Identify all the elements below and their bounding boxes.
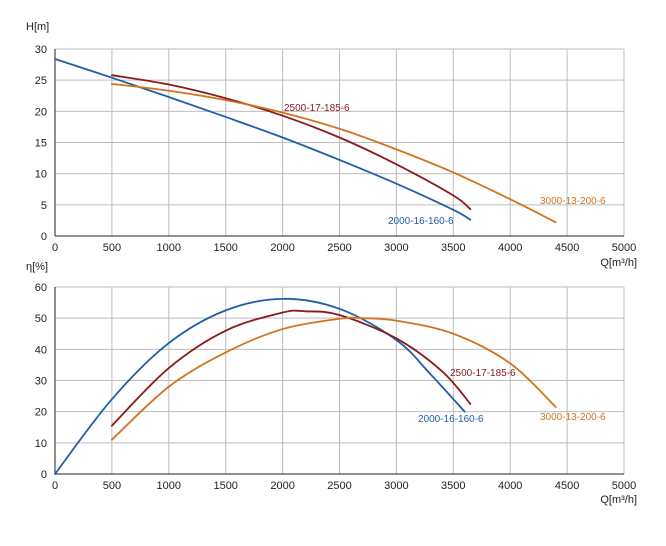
series-line-2000-16-160-6 xyxy=(54,58,472,221)
x-tick-label: 1500 xyxy=(213,242,237,254)
series-line-3000-13-200-6 xyxy=(111,316,557,441)
x-tick-label: 4500 xyxy=(555,242,579,254)
y-tick-label: 30 xyxy=(35,44,47,56)
x-tick-label: 3500 xyxy=(441,480,465,492)
series-line-2500-17-185-6 xyxy=(111,74,472,211)
y-axis-title: H[m] xyxy=(26,21,49,33)
series-label-3000-13-200-6: 3000-13-200-6 xyxy=(540,196,606,207)
y-axis-title: η[%] xyxy=(26,261,48,273)
y-tick-label: 15 xyxy=(35,138,47,150)
y-tick-label: 20 xyxy=(35,106,47,118)
y-tick-label: 0 xyxy=(41,469,47,481)
series-line-3000-13-200-6 xyxy=(111,83,557,224)
x-tick-label: 3000 xyxy=(384,480,408,492)
x-tick-label: 2500 xyxy=(327,242,351,254)
y-tick-label: 10 xyxy=(35,169,47,181)
x-tick-label: 2000 xyxy=(270,480,294,492)
y-tick-label: 5 xyxy=(41,200,47,212)
y-tick-label: 40 xyxy=(35,344,47,356)
x-axis-title: Q[m³/h] xyxy=(600,257,637,269)
x-tick-label: 1500 xyxy=(213,480,237,492)
x-tick-label: 1000 xyxy=(157,480,181,492)
y-tick-label: 25 xyxy=(35,75,47,87)
y-tick-label: 60 xyxy=(35,282,47,294)
x-tick-label: 0 xyxy=(52,242,58,254)
y-tick-label: 50 xyxy=(35,313,47,325)
x-axis-title: Q[m³/h] xyxy=(600,494,637,506)
x-tick-label: 500 xyxy=(103,242,121,254)
x-tick-label: 0 xyxy=(52,480,58,492)
x-tick-label: 2500 xyxy=(327,480,351,492)
x-tick-label: 1000 xyxy=(157,242,181,254)
series-label-2000-16-160-6: 2000-16-160-6 xyxy=(418,414,484,425)
y-tick-label: 0 xyxy=(41,231,47,243)
x-tick-label: 4000 xyxy=(498,242,522,254)
series-line-2000-16-160-6 xyxy=(54,297,466,475)
x-tick-label: 5000 xyxy=(612,242,636,254)
x-tick-label: 500 xyxy=(103,480,121,492)
series-line-2500-17-185-6 xyxy=(111,309,472,427)
series-label-2500-17-185-6: 2500-17-185-6 xyxy=(450,368,516,379)
y-tick-label: 10 xyxy=(35,438,47,450)
x-tick-label: 2000 xyxy=(270,242,294,254)
x-tick-label: 4500 xyxy=(555,480,579,492)
series-label-2000-16-160-6: 2000-16-160-6 xyxy=(388,216,454,227)
x-tick-label: 3500 xyxy=(441,242,465,254)
series-label-2500-17-185-6: 2500-17-185-6 xyxy=(284,103,350,114)
x-tick-label: 5000 xyxy=(612,480,636,492)
series-label-3000-13-200-6: 3000-13-200-6 xyxy=(540,412,606,423)
x-tick-label: 4000 xyxy=(498,480,522,492)
y-tick-label: 20 xyxy=(35,407,47,419)
x-tick-label: 3000 xyxy=(384,242,408,254)
chart-panel-2: 0 500 1000 1500 2000 2500 3000 3500 4000 4500 5000… xyxy=(26,261,637,506)
y-tick-label: 30 xyxy=(35,376,47,388)
chart-panel-1: 0 500 1000 1500 2000 2500 3000 3500 4000 4500 5000… xyxy=(26,21,637,269)
